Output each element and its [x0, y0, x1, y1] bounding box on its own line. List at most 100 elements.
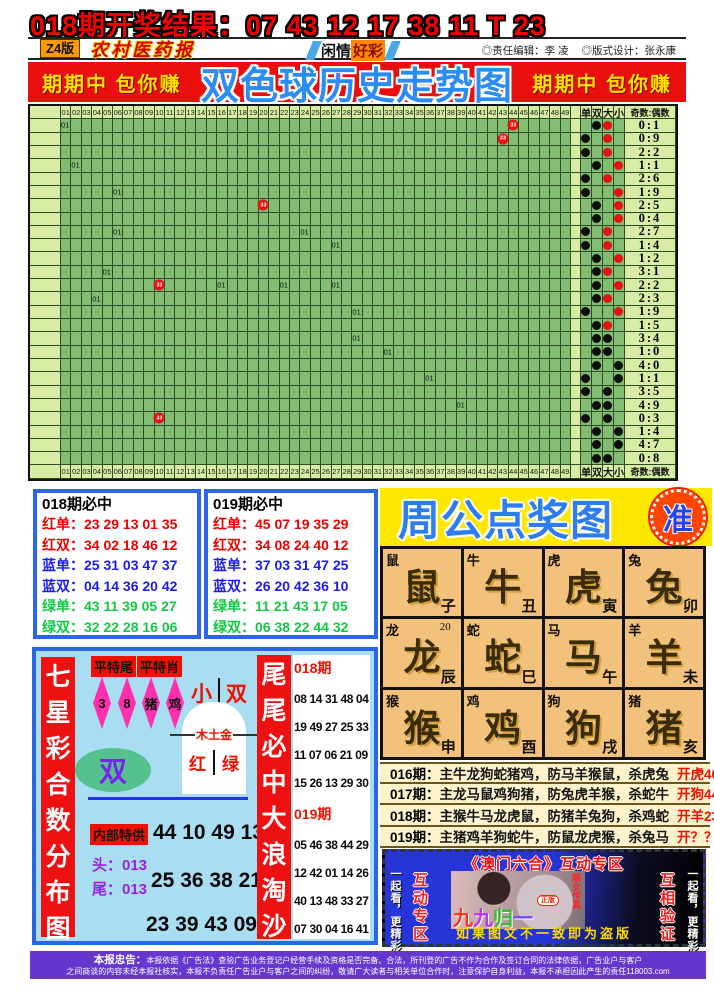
row-label-cell	[30, 332, 61, 346]
parity-dot	[592, 440, 602, 450]
trend-cell	[383, 252, 395, 266]
trend-cell	[352, 372, 363, 386]
trend-cell	[237, 279, 249, 293]
trend-cell	[404, 199, 415, 213]
trend-cell	[446, 159, 457, 173]
trend-cell	[237, 159, 249, 173]
trend-cell	[352, 252, 363, 266]
attribute-header: 双	[591, 106, 603, 120]
trend-cell	[310, 172, 322, 186]
parity-cell	[591, 225, 603, 240]
trend-cell	[394, 212, 405, 226]
trend-cell	[269, 265, 280, 280]
trend-cell	[539, 132, 551, 146]
weiwei-numbers-row: 11 07 06 21 09	[294, 748, 368, 762]
gap-cell	[570, 358, 581, 373]
parity-dot	[592, 214, 602, 224]
trend-cell	[560, 252, 571, 266]
size-dot	[603, 174, 613, 184]
trend-cell	[133, 305, 145, 319]
trend-cell	[550, 332, 561, 346]
trend-cell	[373, 265, 384, 280]
trend-cell	[71, 172, 82, 186]
zodiac-animal-label: 鸡	[466, 693, 480, 709]
odd-even-ratio: 3:4	[624, 331, 676, 346]
trend-cell	[300, 292, 311, 306]
trend-cell	[92, 212, 103, 226]
trend-cell	[373, 279, 384, 293]
trend-cell	[196, 372, 207, 386]
trend-cell	[258, 332, 270, 346]
attribute-header: 大	[602, 465, 614, 479]
trend-cell	[258, 372, 270, 386]
trend-cell	[154, 212, 166, 226]
trend-cell	[383, 332, 395, 346]
trend-cell	[123, 159, 134, 173]
trend-cell	[71, 345, 82, 359]
trend-cell: 01	[352, 305, 363, 319]
trend-cell	[487, 145, 499, 160]
trend-cell	[404, 452, 415, 466]
trend-cell	[248, 305, 259, 319]
trend-cell	[81, 385, 93, 399]
trend-cell	[539, 199, 551, 213]
trend-cell	[383, 372, 395, 386]
trend-cell	[175, 172, 186, 186]
attribute-header: 小	[613, 106, 625, 120]
trend-cell	[196, 425, 207, 439]
trend-cell	[81, 145, 93, 160]
trend-cell	[342, 225, 353, 240]
internal-supply-tag: 内部特供	[90, 824, 149, 845]
trend-cell	[289, 239, 301, 253]
column-header: 11	[165, 106, 176, 120]
trend-cell	[237, 185, 249, 200]
trend-cell	[196, 292, 207, 306]
column-header: 13	[185, 106, 197, 120]
size-cell	[613, 398, 625, 413]
zodiac-branch-label: 巳	[521, 669, 537, 686]
trend-cell	[92, 199, 103, 213]
trend-cell	[321, 212, 332, 226]
trend-cell	[550, 398, 561, 413]
size-cell	[602, 279, 614, 293]
trend-cell	[425, 252, 436, 266]
trend-cell	[466, 319, 478, 333]
size-cell	[613, 412, 625, 426]
trend-cell	[279, 199, 290, 213]
trend-cell	[217, 385, 228, 399]
number-mark: 01	[456, 400, 465, 410]
trend-cell	[404, 279, 415, 293]
trend-cell	[237, 292, 249, 306]
size-dot	[603, 227, 613, 237]
trend-cell	[248, 252, 259, 266]
trend-cell	[414, 239, 426, 253]
trend-cell	[550, 225, 561, 240]
divider-line	[170, 733, 195, 736]
column-header: 09	[144, 465, 155, 479]
trend-cell	[92, 252, 103, 266]
trend-cell	[518, 305, 530, 319]
column-header: 03	[81, 106, 93, 120]
trend-cell	[196, 332, 207, 346]
trend-cell	[498, 279, 509, 293]
trend-cell	[300, 438, 311, 453]
trend-cell	[362, 185, 374, 200]
number-mark: 01	[61, 120, 70, 130]
column-header: 29	[352, 106, 363, 120]
column-header: 45	[518, 106, 530, 120]
trend-cell	[248, 319, 259, 333]
trend-cell	[414, 305, 426, 319]
trend-cell	[227, 438, 238, 453]
trend-cell	[196, 345, 207, 359]
trend-cell	[466, 225, 478, 240]
column-header: 25	[310, 106, 322, 120]
trend-cell	[227, 452, 238, 466]
gap-cell	[570, 385, 581, 399]
column-header: 49	[560, 106, 571, 120]
trend-cell	[321, 398, 332, 413]
macau-left-label: 互动专区	[411, 872, 428, 944]
trend-cell	[300, 172, 311, 186]
trend-cell	[446, 172, 457, 186]
trend-cell	[227, 225, 238, 240]
trend-cell	[227, 372, 238, 386]
